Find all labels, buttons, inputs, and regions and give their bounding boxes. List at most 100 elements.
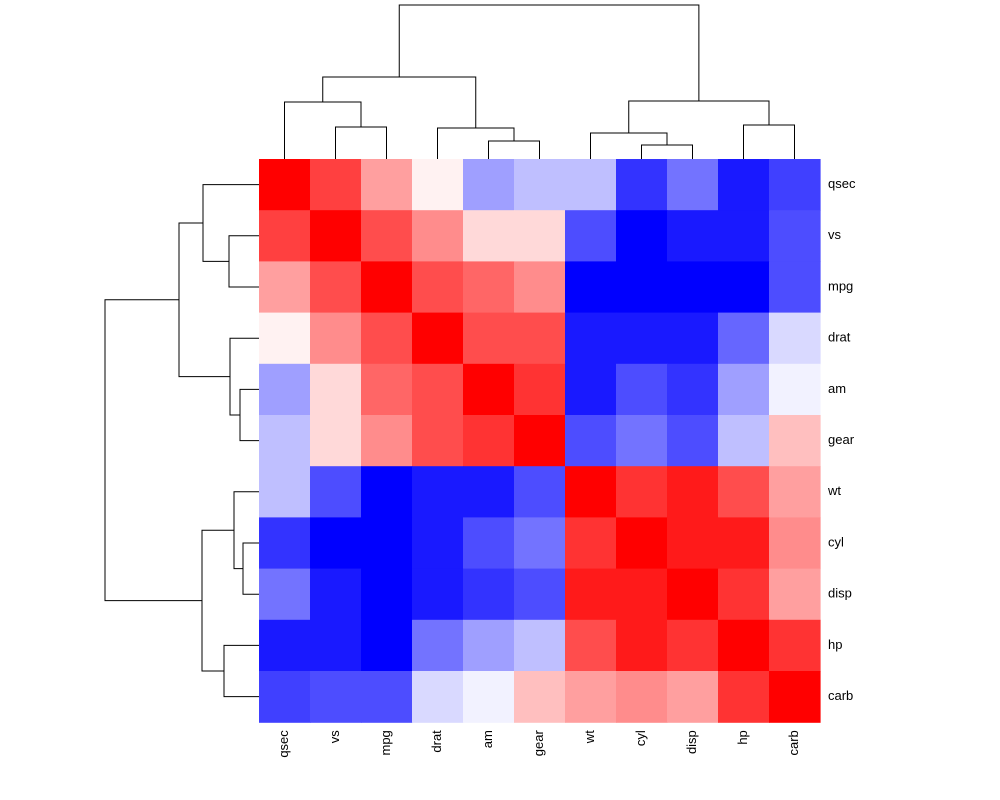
heatmap-cell-am-qsec [259,363,311,416]
heatmap-cell-drat-mpg [361,312,413,365]
heatmap-cell-vs-mpg [361,210,413,262]
row-label-qsec: qsec [828,176,856,191]
heatmap-cell-carb-hp [718,671,770,723]
heatmap-cell-gear-drat [412,415,464,467]
heatmap-cell-gear-am [463,415,515,467]
heatmap-cell-qsec-carb [769,159,821,211]
heatmap-cell-vs-wt [565,210,617,262]
heatmap-cell-mpg-hp [718,261,770,314]
col-dendrogram-link-cyl-disp [641,144,693,159]
heatmap-cell-am-cyl [616,363,668,416]
row-label-cyl: cyl [828,534,844,549]
heatmap-cell-am-wt [565,363,617,416]
heatmap-cell-drat-cyl [616,312,668,365]
heatmap-cell-vs-carb [769,210,821,262]
heatmap-cell-vs-drat [412,210,464,262]
col-dendrogram-link-vs-mpg [335,126,387,159]
row-label-gear: gear [828,432,855,447]
heatmap-cell-cyl-mpg [361,517,413,570]
col-label-drat: drat [429,730,444,753]
heatmap-cell-disp-wt [565,568,617,621]
heatmap-cell-qsec-disp [667,159,719,211]
heatmap-cell-mpg-vs [310,261,362,314]
col-label-gear: gear [531,730,546,757]
heatmap-cell-drat-vs [310,312,362,365]
heatmap-cell-hp-am [463,619,515,672]
column-labels: qsec vs mpg drat am gear wt cyl disp hp carb [276,730,801,758]
heatmap-cell-mpg-am [463,261,515,314]
heatmap-cell-hp-wt [565,619,617,672]
col-label-disp: disp [684,730,699,754]
heatmap-cell-qsec-mpg [361,159,413,211]
heatmap-cell-cyl-vs [310,517,362,570]
heatmap-cell-gear-mpg [361,415,413,467]
heatmap-cell-am-carb [769,363,821,416]
heatmap-cell-drat-carb [769,312,821,365]
heatmap-cell-hp-vs [310,619,362,672]
row-dendrogram-link-am-gear [239,388,259,442]
heatmap-cell-drat-am [463,312,515,365]
col-dendrogram-link-gear-am [488,140,540,159]
heatmap-cell-wt-disp [667,466,719,518]
row-dendrogram-link-root [104,299,202,602]
heatmap-cell-qsec-hp [718,159,770,211]
heatmap-cell-cyl-gear [514,517,566,570]
heatmap-cell-mpg-carb [769,261,821,314]
heatmap-cell-qsec-wt [565,159,617,211]
heatmap-cell-gear-cyl [616,415,668,467]
heatmap-cell-mpg-drat [412,261,464,314]
heatmap-cell-gear-carb [769,415,821,467]
heatmap-cell-carb-drat [412,671,464,723]
heatmap-cell-am-disp [667,363,719,416]
row-dendrogram-link-vs-mpg [228,235,259,288]
heatmap-cell-carb-mpg [361,671,413,723]
heatmap-cell-wt-carb [769,466,821,518]
heatmap-cell-wt-drat [412,466,464,518]
heatmap-cell-mpg-cyl [616,261,668,314]
heatmap-cell-carb-cyl [616,671,668,723]
col-label-hp: hp [735,730,750,744]
heatmap-cell-drat-qsec [259,312,311,365]
row-dendrogram-link-upper-cluster [178,222,230,378]
heatmap-cell-disp-mpg [361,568,413,621]
heatmap-cell-qsec-gear [514,159,566,211]
heatmap-cell-wt-gear [514,466,566,518]
heatmap-cells [259,159,821,723]
row-dendrogram-link-hp-carb [223,644,259,698]
row-dendrogram-link-qsec-vsmpg [202,184,259,262]
row-label-hp: hp [828,637,842,652]
heatmap-cell-am-mpg [361,363,413,416]
heatmap-cell-disp-disp [667,568,719,621]
heatmap-cell-cyl-wt [565,517,617,570]
heatmap-cell-disp-qsec [259,568,311,621]
heatmap-cell-drat-wt [565,312,617,365]
heatmap-cell-qsec-qsec [259,159,311,211]
heatmap-cell-gear-gear [514,415,566,467]
heatmap-cell-am-gear [514,363,566,416]
row-dendrogram-link-drat-amgear [229,337,259,416]
col-dendrogram-link-drat-amgear [437,127,515,159]
heatmap-cell-wt-hp [718,466,770,518]
heatmap-cell-hp-hp [718,619,770,672]
heatmap-cell-gear-disp [667,415,719,467]
row-dendrogram-link-wt-hpcarb [201,529,234,672]
heatmap-cell-wt-am [463,466,515,518]
heatmap-cell-mpg-disp [667,261,719,314]
col-label-mpg: mpg [378,730,393,755]
heatmap-cell-vs-am [463,210,515,262]
heatmap-cell-cyl-am [463,517,515,570]
col-dendrogram-link-root [398,4,700,101]
heatmap-cell-hp-disp [667,619,719,672]
row-label-drat: drat [828,330,851,345]
row-dendrogram [104,184,259,698]
heatmap-cell-gear-vs [310,415,362,467]
column-dendrogram [284,4,795,159]
heatmap-cell-qsec-drat [412,159,464,211]
col-label-cyl: cyl [633,730,648,746]
heatmap-cell-wt-mpg [361,466,413,518]
heatmap-cell-gear-hp [718,415,770,467]
heatmap-cell-disp-cyl [616,568,668,621]
heatmap-cell-cyl-disp [667,517,719,570]
row-labels: qsec vs mpg drat am gear wt cyl disp hp carb [827,176,856,703]
